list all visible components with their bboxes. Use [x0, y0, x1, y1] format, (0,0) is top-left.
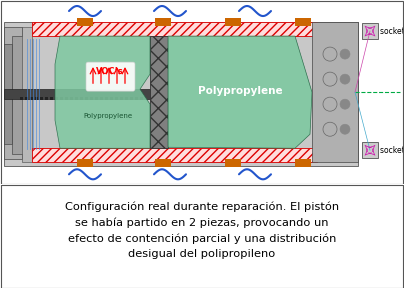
Bar: [155, 159, 171, 167]
Bar: [140, 97, 143, 100]
Bar: [4, 44, 12, 144]
Bar: [105, 97, 108, 100]
Bar: [40, 97, 43, 100]
Bar: [50, 97, 53, 100]
Bar: [95, 97, 98, 100]
Bar: [65, 97, 68, 100]
Text: Configuración real durante reparación. El pistón: Configuración real durante reparación. E…: [65, 201, 339, 212]
Polygon shape: [168, 36, 312, 148]
Bar: [295, 18, 311, 26]
Bar: [35, 97, 38, 100]
Bar: [125, 97, 128, 100]
Bar: [25, 97, 28, 100]
Bar: [30, 97, 33, 100]
Bar: [12, 36, 24, 154]
Text: desigual del polipropileno: desigual del polipropileno: [128, 249, 276, 259]
Text: VOC’s: VOC’s: [96, 67, 124, 76]
Polygon shape: [55, 36, 150, 148]
Bar: [362, 23, 378, 39]
Text: socket 3: socket 3: [380, 26, 404, 35]
Bar: [55, 97, 58, 100]
Bar: [120, 97, 123, 100]
Bar: [115, 97, 118, 100]
Bar: [150, 36, 168, 148]
Bar: [4, 89, 164, 99]
Bar: [362, 142, 378, 158]
Bar: [100, 97, 103, 100]
Bar: [312, 22, 358, 162]
Text: se había partido en 2 piezas, provocando un: se había partido en 2 piezas, provocando…: [75, 217, 329, 228]
Bar: [135, 97, 138, 100]
Bar: [225, 18, 241, 26]
FancyBboxPatch shape: [86, 62, 135, 91]
Bar: [80, 97, 83, 100]
Text: Polypropylene: Polypropylene: [198, 86, 282, 96]
Bar: [70, 97, 73, 100]
Bar: [20, 97, 23, 100]
Bar: [295, 159, 311, 167]
Bar: [4, 22, 358, 166]
Bar: [32, 148, 317, 162]
Bar: [45, 97, 48, 100]
Bar: [32, 148, 317, 162]
Text: Polypropylene: Polypropylene: [84, 113, 133, 119]
Text: efecto de contención parcial y una distribución: efecto de contención parcial y una distr…: [68, 233, 336, 244]
Bar: [22, 27, 32, 162]
Bar: [32, 22, 317, 36]
Circle shape: [340, 99, 350, 109]
Bar: [155, 18, 171, 26]
Bar: [32, 22, 317, 36]
Circle shape: [340, 74, 350, 84]
Bar: [77, 159, 93, 167]
Bar: [110, 97, 113, 100]
Bar: [4, 27, 22, 159]
Bar: [85, 97, 88, 100]
Bar: [225, 159, 241, 167]
Circle shape: [340, 124, 350, 134]
Bar: [75, 97, 78, 100]
Bar: [77, 18, 93, 26]
Bar: [90, 97, 93, 100]
Bar: [60, 97, 63, 100]
Bar: [130, 97, 133, 100]
Text: socket 4: socket 4: [380, 146, 404, 155]
Circle shape: [340, 49, 350, 59]
